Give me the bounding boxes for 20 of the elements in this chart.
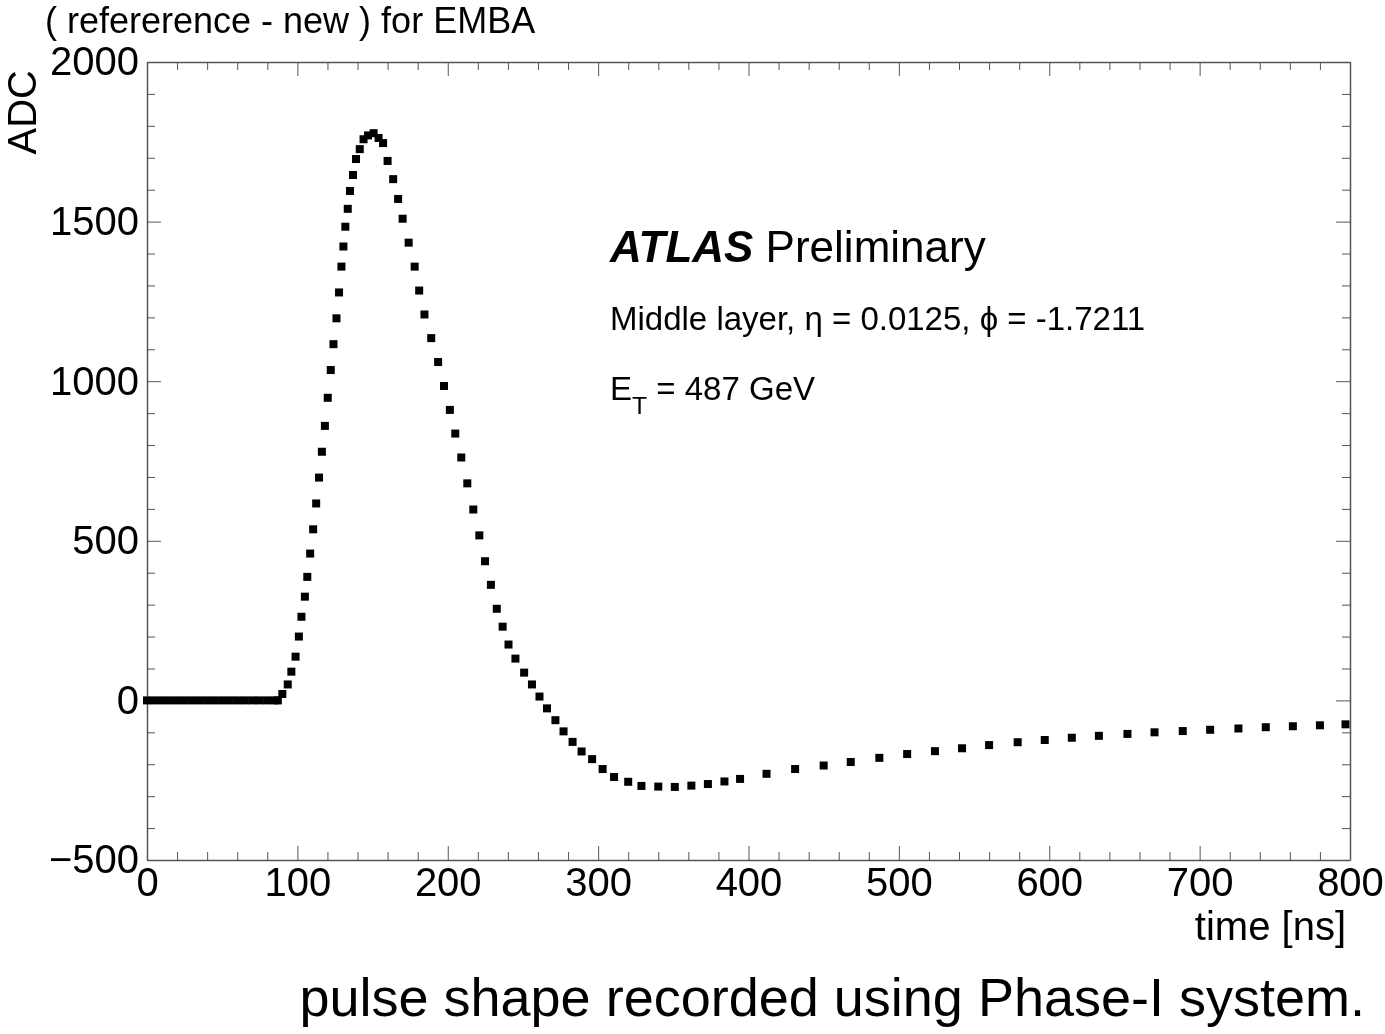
annotation: Middle layer, η = 0.0125, ϕ = -1.7211 bbox=[610, 300, 1146, 337]
x-tick-label: 400 bbox=[715, 860, 783, 905]
x-axis-title: time [ns] bbox=[1194, 904, 1346, 948]
text: pulse shape recorded using Phase-I system. bbox=[299, 967, 1365, 1027]
y-tick-label: 1500 bbox=[50, 198, 139, 243]
x-tick-label: 100 bbox=[264, 860, 332, 905]
x-tick-label: 600 bbox=[1016, 860, 1084, 905]
annotation: E$_{T}$ = 487 GeV bbox=[610, 370, 816, 419]
annotation: ATLAS Preliminary bbox=[609, 222, 986, 271]
x-tick-label: 700 bbox=[1166, 860, 1234, 905]
y-tick-label: 0 bbox=[116, 677, 139, 722]
chart-title: ( refererence - new ) for EMBA bbox=[45, 0, 536, 41]
y-tick-label: −500 bbox=[48, 837, 139, 882]
x-tick-label: 200 bbox=[414, 860, 482, 905]
y-tick-label: 500 bbox=[72, 518, 139, 563]
x-tick-label: 300 bbox=[565, 860, 632, 905]
x-tick-label: 800 bbox=[1317, 860, 1384, 905]
x-tick-label: 500 bbox=[866, 860, 933, 905]
y-axis-title: ADC bbox=[0, 70, 44, 155]
y-tick-label: 1000 bbox=[50, 358, 139, 403]
